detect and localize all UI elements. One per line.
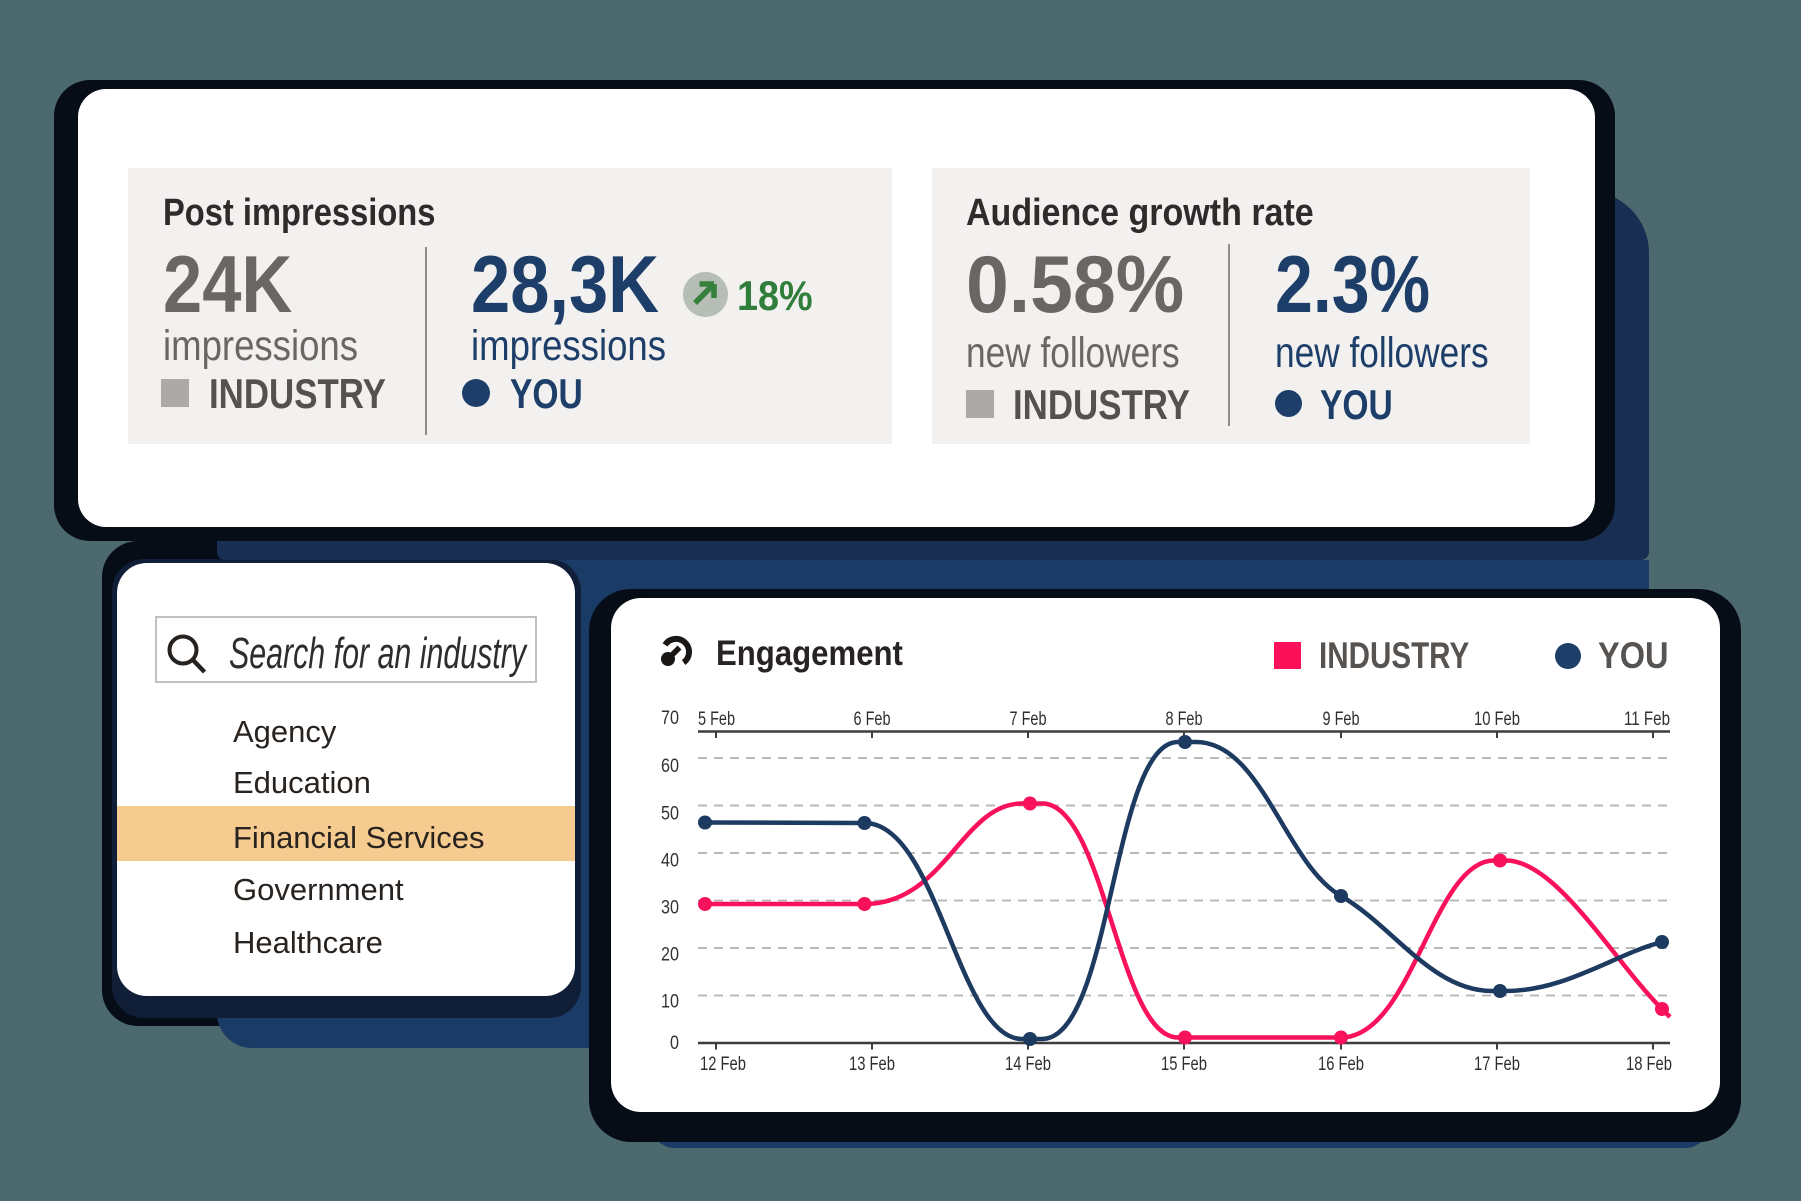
svg-text:5 Feb: 5 Feb [698,708,735,730]
svg-text:14 Feb: 14 Feb [1005,1053,1051,1075]
svg-text:70: 70 [661,707,679,729]
svg-text:50: 50 [661,803,679,825]
svg-text:11 Feb: 11 Feb [1624,708,1670,730]
svg-text:13 Feb: 13 Feb [849,1053,895,1075]
svg-text:60: 60 [661,755,679,777]
svg-text:6 Feb: 6 Feb [854,708,891,730]
svg-text:12 Feb: 12 Feb [700,1053,746,1075]
svg-text:40: 40 [661,850,679,872]
svg-text:0: 0 [670,1032,679,1054]
svg-text:9 Feb: 9 Feb [1323,708,1360,730]
svg-text:8 Feb: 8 Feb [1166,708,1203,730]
svg-text:10: 10 [661,991,679,1013]
svg-text:17 Feb: 17 Feb [1474,1053,1520,1075]
svg-text:18 Feb: 18 Feb [1626,1053,1672,1075]
svg-text:15 Feb: 15 Feb [1161,1053,1207,1075]
svg-text:30: 30 [661,897,679,919]
svg-text:16 Feb: 16 Feb [1318,1053,1364,1075]
svg-text:7 Feb: 7 Feb [1010,708,1047,730]
svg-text:20: 20 [661,944,679,966]
svg-text:10 Feb: 10 Feb [1474,708,1520,730]
